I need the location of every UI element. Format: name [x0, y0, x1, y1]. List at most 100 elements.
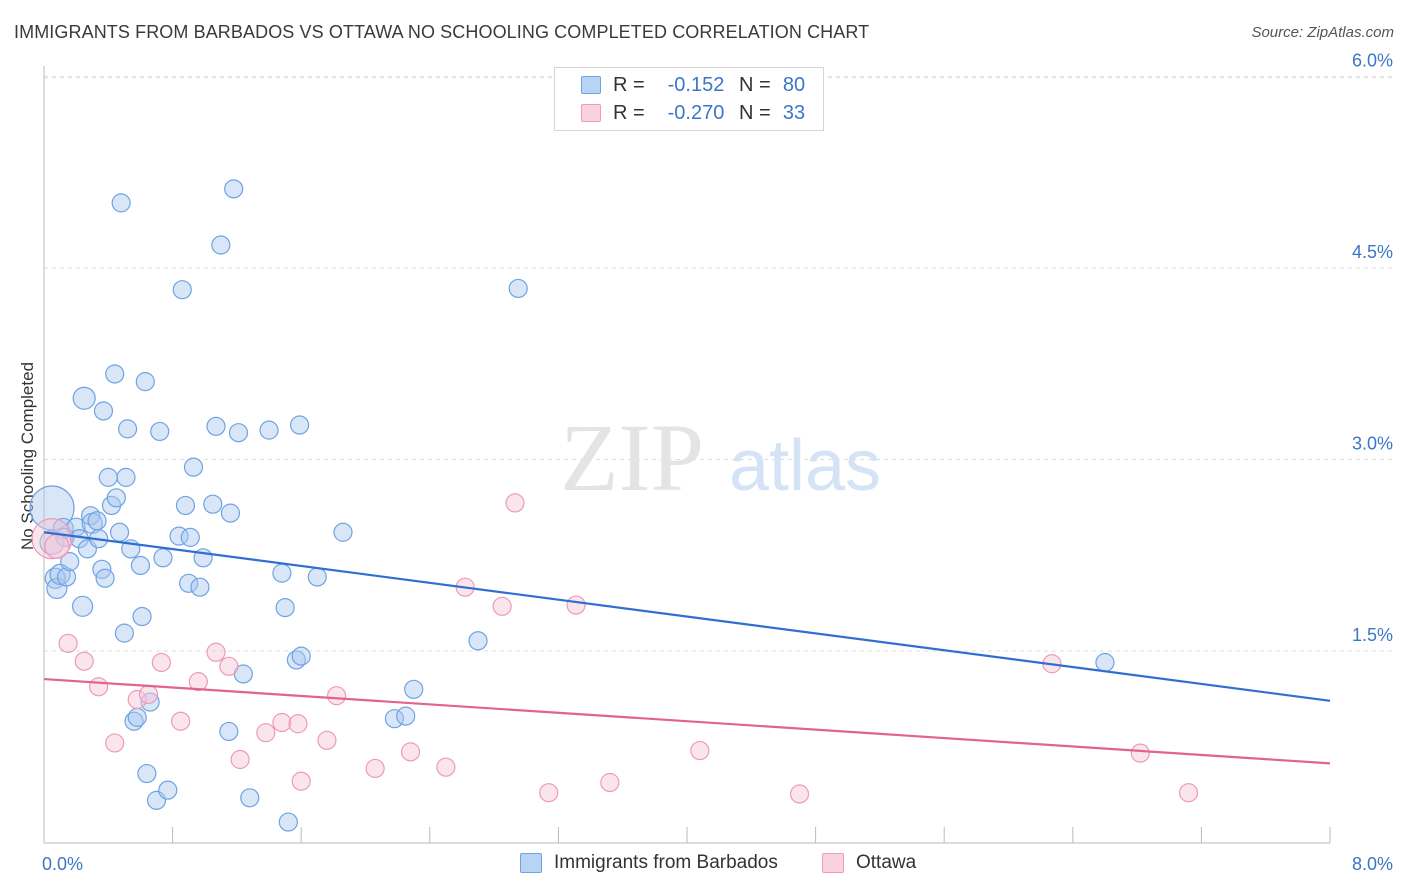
legend-row-barbados: R = -0.152 N = 80 [581, 72, 811, 98]
series-legend: Immigrants from Barbados Ottawa [0, 852, 1406, 878]
y-tick-label: 1.5% [1352, 625, 1393, 645]
legend-r-value: -0.270 [667, 101, 725, 124]
barbados-point [172, 280, 192, 300]
stats-legend: R = -0.152 N = 80 R = -0.270 N = 33 [554, 67, 824, 131]
barbados-point [219, 721, 239, 742]
y-tick-label: 4.5% [1352, 242, 1393, 262]
barbados-trend-line [43, 531, 1331, 702]
gridlines [44, 76, 1395, 652]
legend-r-value: -0.152 [667, 73, 725, 96]
ottawa-point [272, 712, 292, 733]
legend-swatch-ottawa [822, 853, 844, 873]
barbados-point [211, 235, 231, 255]
barbados-point [135, 372, 155, 392]
barbados-point [333, 522, 353, 542]
ottawa-point [365, 758, 385, 779]
ottawa-point [566, 595, 586, 615]
barbados-point [203, 494, 223, 514]
barbados-point [98, 467, 118, 487]
trend-lines [43, 531, 1331, 765]
barbados-point [206, 416, 226, 436]
legend-label-ottawa: Ottawa [856, 852, 917, 873]
barbados-point [137, 763, 157, 784]
barbados-point [46, 577, 68, 600]
barbados-point [468, 631, 488, 651]
ottawa-point [436, 757, 456, 777]
ottawa-trend-line [43, 677, 1331, 765]
ottawa-point [127, 689, 147, 710]
ottawa-point [206, 642, 226, 662]
barbados-point [130, 555, 151, 576]
ottawa-point [219, 656, 239, 676]
legend-n-label: N = [739, 101, 771, 124]
axes: 0.0% 8.0% [42, 66, 1393, 874]
barbados-point [95, 568, 115, 588]
ottawa-point [44, 533, 70, 559]
barbados-point [132, 606, 152, 627]
barbados-point [289, 415, 310, 435]
y-tick-labels: 1.5% 3.0% 4.5% 6.0% [1352, 51, 1393, 646]
y-tick-label: 3.0% [1352, 434, 1393, 454]
legend-item-barbados[interactable]: Immigrants from Barbados [520, 852, 778, 874]
ottawa-point [256, 723, 276, 743]
ottawa-point [1178, 783, 1199, 803]
barbados-point [259, 420, 279, 440]
barbados-point [384, 709, 405, 729]
watermark-zip: ZIP [560, 404, 704, 511]
barbados-point [508, 278, 528, 299]
legend-swatch-ottawa [581, 104, 601, 122]
ottawa-point [288, 714, 308, 734]
barbados-point [114, 623, 134, 643]
barbados-point [56, 567, 77, 587]
ottawa-point [31, 518, 73, 560]
ottawa-point [326, 686, 347, 706]
ottawa-point [539, 783, 559, 803]
barbados-point [81, 506, 101, 526]
barbados-point [1095, 652, 1115, 673]
ottawa-point [188, 672, 208, 692]
barbados-point [111, 193, 131, 213]
ottawa-point [317, 730, 337, 750]
legend-item-ottawa[interactable]: Ottawa [822, 852, 916, 874]
y-tick-label: 6.0% [1352, 51, 1393, 71]
ottawa-point [789, 784, 810, 804]
watermark-atlas: atlas [729, 426, 881, 506]
barbados-point [179, 573, 199, 593]
barbados-point [93, 401, 114, 421]
barbados-point [127, 707, 147, 727]
x-tick-label-min: 0.0% [42, 854, 83, 874]
ottawa-point [105, 733, 125, 753]
watermark: ZIP atlas [560, 404, 881, 511]
chart-title: IMMIGRANTS FROM BARBADOS VS OTTAWA NO SC… [14, 22, 870, 42]
ottawa-point [58, 633, 78, 653]
ottawa-point [690, 740, 710, 761]
barbados-point [72, 386, 96, 410]
barbados-point [175, 495, 196, 516]
barbados-point [291, 646, 311, 666]
barbados-point [87, 511, 107, 531]
data-points [29, 179, 1199, 832]
ottawa-point [400, 742, 421, 762]
legend-n-value: 80 [782, 73, 806, 96]
ottawa-point [138, 684, 159, 705]
barbados-point [190, 577, 210, 597]
ottawa-point [492, 596, 512, 616]
barbados-point [228, 423, 249, 443]
barbados-point [240, 788, 260, 808]
barbados-point [183, 457, 204, 477]
barbados-point [278, 812, 298, 832]
ottawa-point [171, 711, 191, 731]
ottawa-point [600, 772, 620, 793]
legend-swatch-barbados [581, 76, 601, 94]
legend-swatch-barbados [520, 853, 542, 873]
legend-row-ottawa: R = -0.270 N = 33 [581, 100, 811, 126]
legend-n-label: N = [739, 73, 771, 96]
legend-n-value: 33 [782, 101, 806, 124]
ottawa-point [151, 652, 171, 673]
barbados-point [396, 706, 416, 726]
barbados-point [60, 552, 80, 572]
barbados-point [117, 419, 138, 439]
barbados-point [116, 467, 136, 487]
ottawa-point [74, 651, 94, 671]
